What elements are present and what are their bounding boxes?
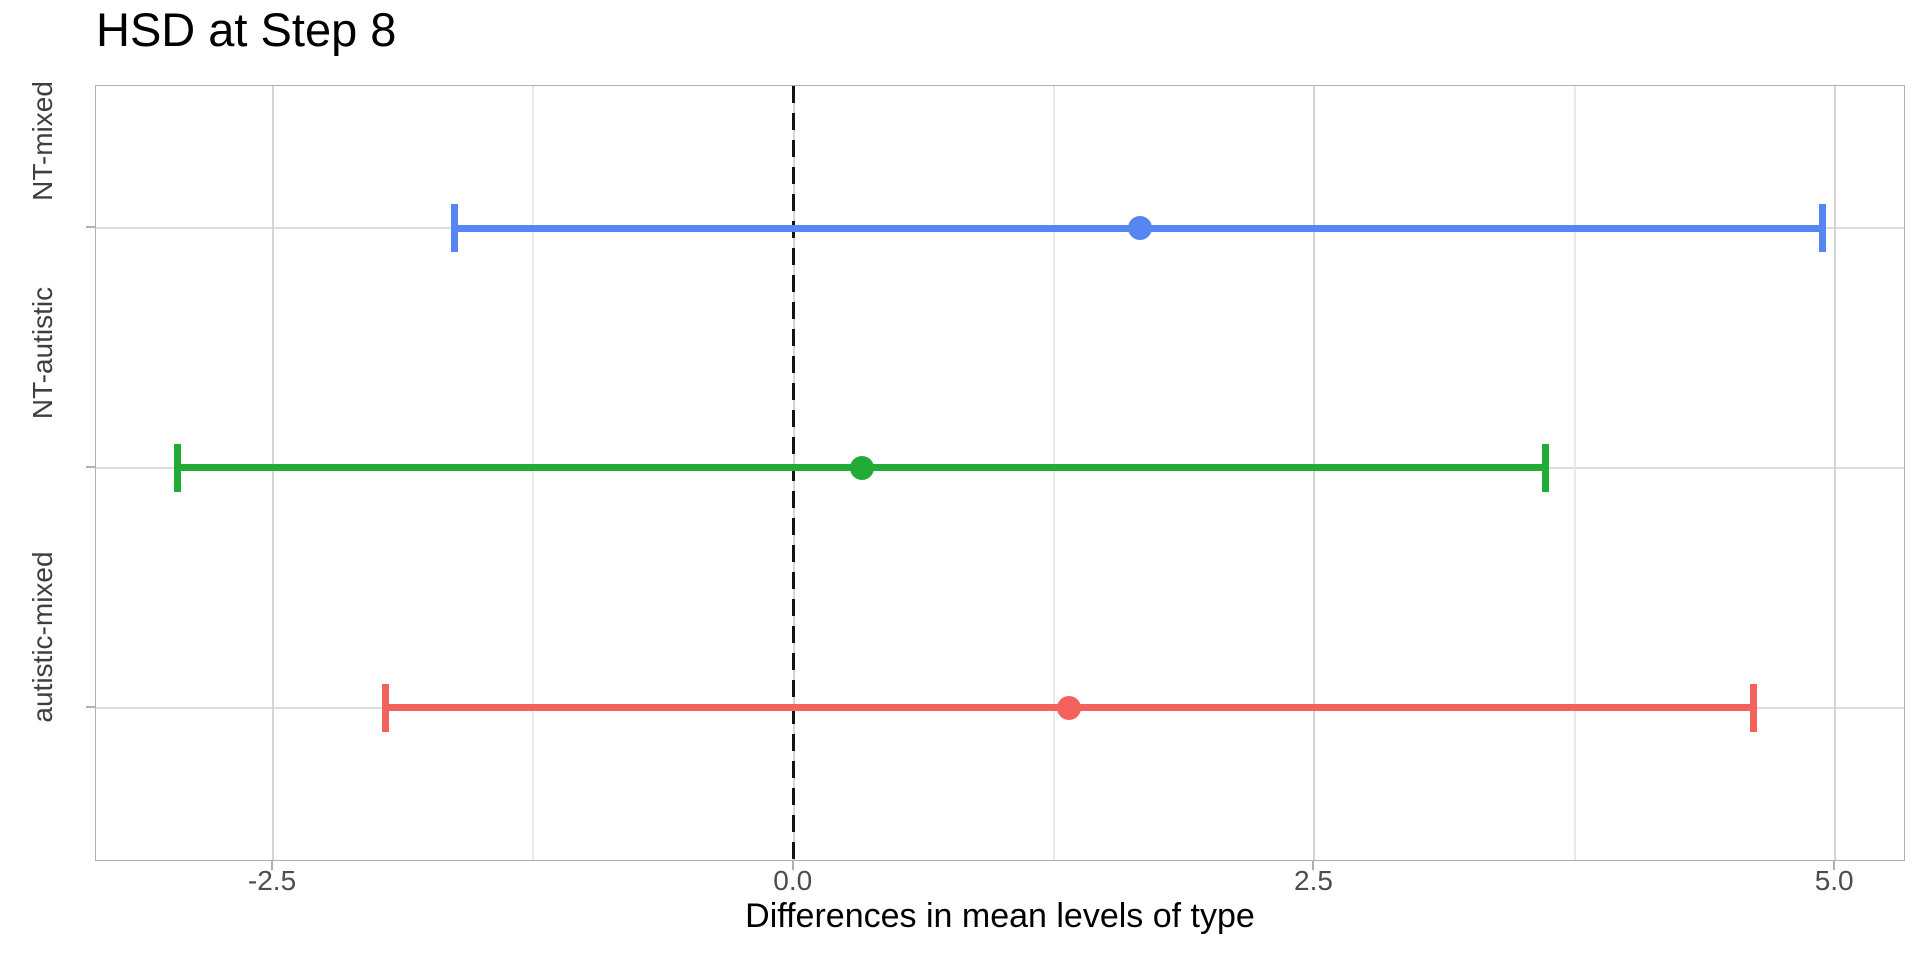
gridline-x-minor bbox=[1053, 86, 1056, 860]
zero-reference-line bbox=[792, 86, 796, 860]
y-axis-category-label-nt-mixed: NT-mixed bbox=[27, 81, 58, 201]
ci-cap-upper bbox=[1819, 204, 1827, 252]
gridline-x-minor bbox=[1573, 86, 1576, 860]
x-tick-label: 2.5 bbox=[1294, 865, 1333, 896]
y-axis-category-label-autistic-mixed: autistic-mixed bbox=[27, 551, 58, 723]
ci-cap-lower bbox=[382, 683, 390, 732]
x-axis-tick bbox=[1833, 861, 1836, 870]
plot-panel bbox=[95, 85, 1905, 861]
point-estimate-dot bbox=[1127, 216, 1152, 240]
gridline-x-major bbox=[1834, 86, 1837, 860]
ci-cap-upper bbox=[1542, 443, 1550, 492]
x-tick-label: 0.0 bbox=[773, 865, 813, 896]
x-axis-title: Differences in mean levels of type bbox=[745, 897, 1255, 935]
point-estimate-dot bbox=[850, 455, 875, 480]
chart-title: HSD at Step 8 bbox=[96, 3, 397, 56]
x-axis-tick bbox=[1312, 861, 1315, 870]
x-tick-label: 5.0 bbox=[1814, 865, 1854, 896]
y-axis-tick bbox=[86, 705, 95, 708]
y-axis-tick bbox=[86, 465, 95, 468]
x-axis-tick bbox=[791, 861, 794, 870]
y-axis-category-label-nt-autistic: NT-autistic bbox=[27, 286, 58, 420]
gridline-x-minor bbox=[532, 86, 535, 860]
y-axis-tick bbox=[86, 226, 95, 228]
point-estimate-dot bbox=[1056, 695, 1081, 720]
ci-cap-lower bbox=[450, 204, 458, 252]
x-tick-label: -2.5 bbox=[247, 865, 297, 896]
gridline-x-major bbox=[272, 86, 275, 860]
ci-cap-lower bbox=[173, 443, 181, 492]
x-axis-tick bbox=[271, 861, 274, 870]
ci-cap-upper bbox=[1750, 683, 1758, 732]
gridline-x-major bbox=[1313, 86, 1316, 860]
